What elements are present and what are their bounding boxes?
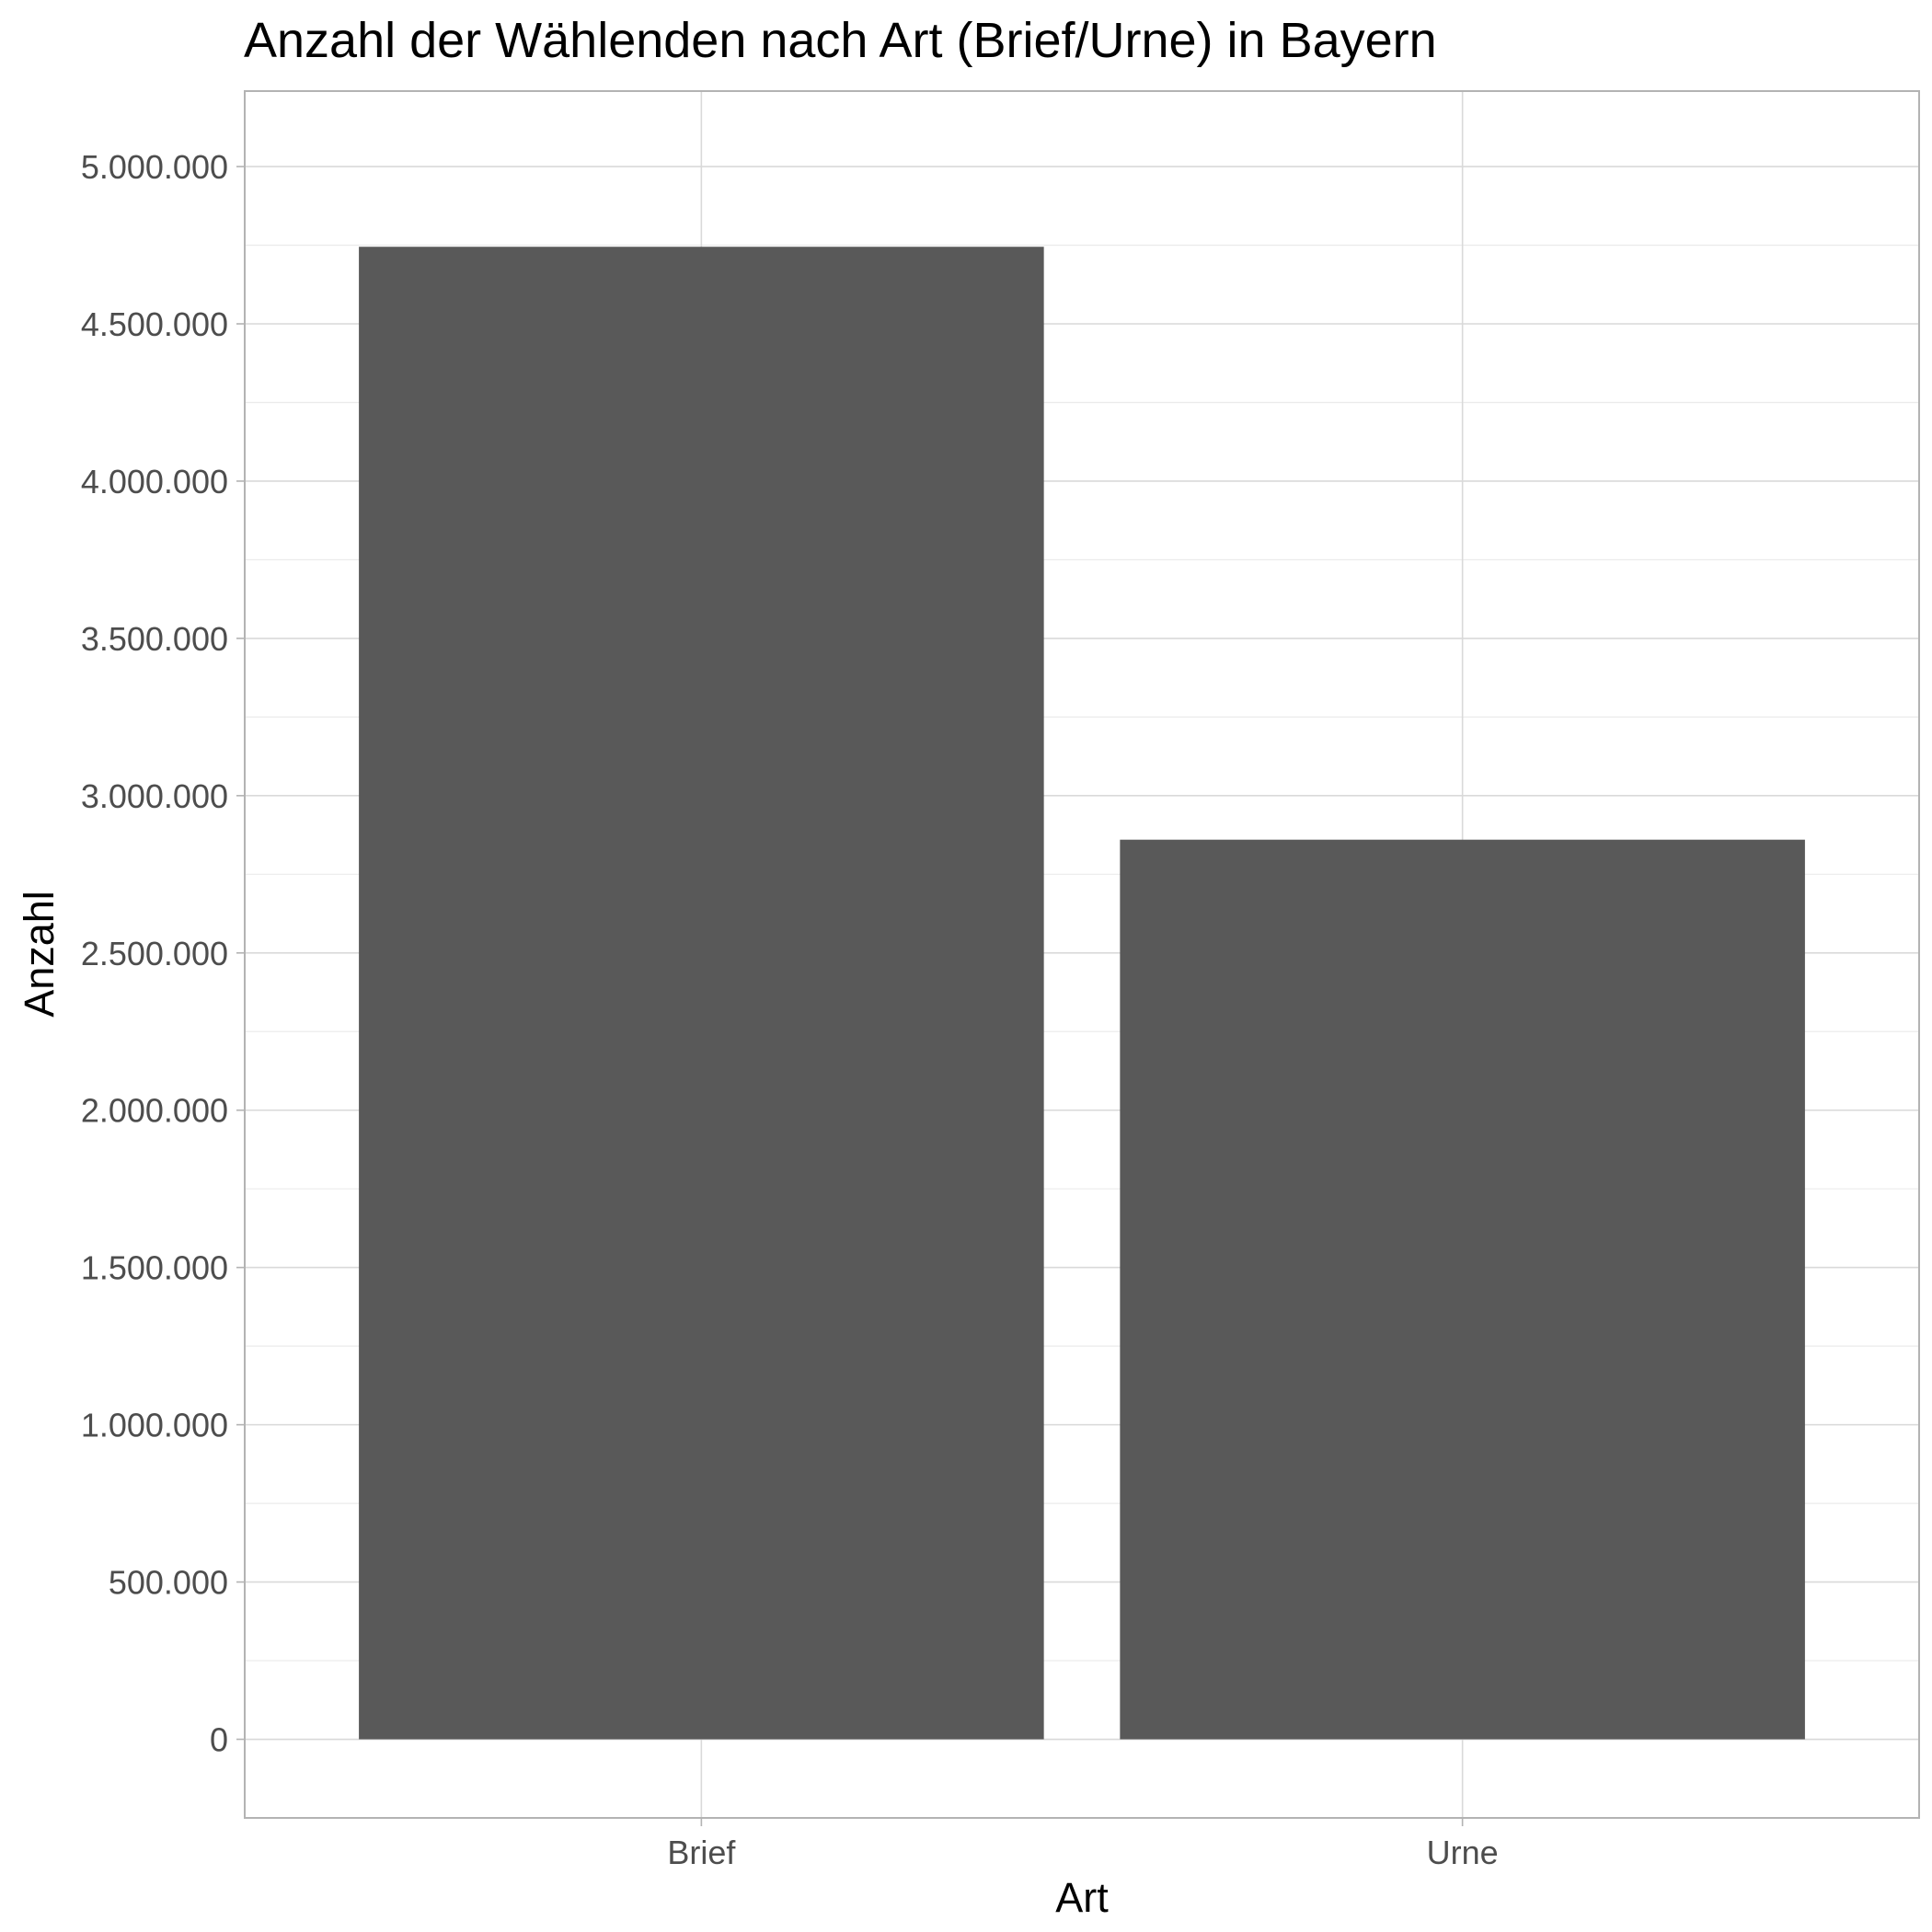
y-tick-label: 1.000.000 <box>81 1407 228 1444</box>
bar-brief <box>359 247 1044 1740</box>
y-tick-label: 4.500.000 <box>81 305 228 343</box>
bar-layer <box>359 247 1805 1740</box>
x-axis-title: Art <box>1055 1874 1109 1921</box>
x-tick-label-urne: Urne <box>1427 1834 1499 1871</box>
bar-urne <box>1120 839 1805 1740</box>
x-axis: Brief Urne <box>667 1818 1499 1871</box>
y-tick-label: 500.000 <box>109 1564 228 1602</box>
y-tick-label: 3.000.000 <box>81 777 228 815</box>
y-axis: 0 500.000 1.000.000 1.500.000 2.000.000 2.500… <box>81 148 245 1759</box>
y-axis-title: Anzahl <box>16 891 63 1018</box>
y-tick-label: 5.000.000 <box>81 148 228 186</box>
y-tick-label: 0 <box>210 1721 228 1759</box>
y-tick-label: 2.000.000 <box>81 1092 228 1130</box>
y-tick-label: 4.000.000 <box>81 463 228 500</box>
y-tick-label: 1.500.000 <box>81 1249 228 1287</box>
y-tick-label: 3.500.000 <box>81 620 228 658</box>
plot-panel-border <box>244 90 1920 1819</box>
chart-title: Anzahl der Wählenden nach Art (Brief/Urn… <box>244 13 1437 68</box>
x-tick-label-brief: Brief <box>667 1834 736 1871</box>
y-tick-label: 2.500.000 <box>81 935 228 972</box>
